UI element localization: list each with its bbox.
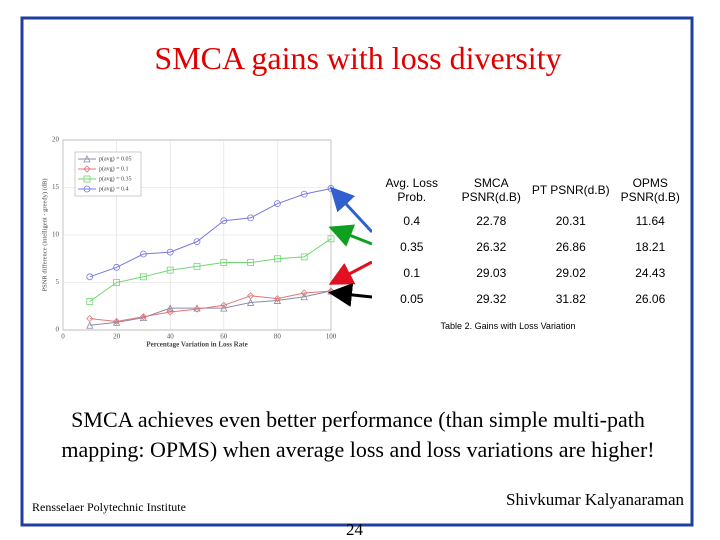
y-axis-label: PSNR difference (intelligent - greedy) (… [41, 178, 48, 291]
point [193, 238, 201, 246]
point [246, 298, 255, 306]
point [220, 304, 228, 312]
point [300, 190, 308, 198]
point [166, 304, 174, 312]
legend-label: p(avg) = 0.05 [99, 155, 132, 162]
cell: 29.32 [476, 292, 507, 306]
slide-border [20, 16, 694, 527]
x-tick-label: 60 [220, 333, 228, 341]
point [113, 263, 120, 271]
point [139, 273, 147, 281]
point [273, 295, 281, 303]
chart: 0 5 10 15 20 0 20 40 60 80 100 Percentage Variation… [41, 136, 336, 349]
legend-label: p(avg) = 0.1 [99, 165, 129, 172]
body-text: SMCA achieves even better performance (t… [61, 407, 655, 462]
point [300, 253, 308, 261]
point [166, 308, 174, 316]
page-number: 24 [346, 520, 363, 539]
point [113, 279, 120, 286]
header-cell: SMCA PSNR(d.B) [461, 176, 521, 204]
cell: 20.31 [555, 214, 586, 228]
footer-institute: Rensselaer Polytechnic Institute [32, 500, 186, 514]
cell: 18.21 [635, 240, 666, 254]
point [113, 317, 121, 326]
cell: 29.02 [555, 266, 586, 280]
point [300, 292, 308, 301]
header-cell: PT PSNR(d.B) [531, 183, 610, 197]
point [86, 273, 94, 281]
x-tick-label: 20 [113, 333, 121, 341]
cell: 0.1 [403, 266, 421, 280]
series-line [89, 290, 332, 322]
x-axis-label: Percentage Variation in Loss Rate [146, 341, 247, 349]
cell: 26.06 [635, 292, 666, 306]
point [86, 315, 94, 323]
point [247, 292, 255, 300]
cell: 24.43 [635, 266, 666, 280]
cell: 26.86 [555, 240, 586, 254]
legend-label: p(avg) = 0.35 [99, 175, 132, 182]
point [193, 262, 201, 270]
point [300, 289, 308, 297]
arrow [328, 282, 373, 307]
point [273, 200, 281, 208]
point [139, 250, 147, 258]
series-line [89, 187, 332, 278]
point [247, 214, 255, 222]
header-cell: Avg. Loss Prob. [385, 176, 438, 204]
y-tick-label: 20 [52, 136, 60, 144]
cell: 0.4 [403, 214, 421, 228]
point [83, 185, 91, 193]
point [86, 321, 94, 329]
slide-title: SMCA gains with loss diversity [154, 40, 562, 76]
point [83, 165, 91, 173]
header-cell: OPMS PSNR(d.B) [620, 176, 680, 204]
y-tick-label: 15 [52, 183, 60, 191]
cell: 0.35 [400, 240, 424, 254]
point [273, 255, 281, 263]
table: Avg. Loss Prob. SMCA PSNR(d.B) PT PSNR(d.B… [372, 172, 690, 312]
cell: 22.78 [476, 214, 507, 228]
point [166, 266, 174, 274]
point [166, 248, 174, 256]
x-tick-label: 80 [274, 333, 282, 341]
point [83, 155, 91, 163]
footer-author: Shivkumar Kalyanaraman [506, 490, 684, 509]
y-tick-label: 5 [56, 278, 60, 286]
cell: 31.82 [555, 292, 586, 306]
table-caption: Table 2. Gains with Loss Variation [440, 321, 576, 331]
cell: 11.64 [635, 214, 665, 228]
cell: 26.32 [476, 240, 507, 254]
point [220, 259, 228, 266]
point [86, 298, 94, 305]
arrow [328, 260, 373, 285]
series-line [89, 290, 332, 326]
x-tick-label: 40 [167, 333, 175, 341]
y-tick-label: 10 [52, 231, 60, 239]
x-tick-label: 0 [61, 333, 65, 341]
arrow [329, 186, 374, 234]
cell: 29.03 [476, 266, 507, 280]
x-tick-label: 100 [326, 333, 337, 341]
y-tick-label: 0 [56, 326, 60, 334]
point [220, 301, 228, 309]
cell: 0.05 [400, 292, 424, 306]
legend-label: p(avg) = 0.4 [99, 185, 129, 192]
arrow [328, 224, 373, 247]
point [83, 175, 91, 183]
point [139, 313, 147, 321]
point [193, 305, 201, 313]
point [247, 259, 255, 266]
series-line [89, 238, 332, 302]
point [220, 217, 228, 225]
